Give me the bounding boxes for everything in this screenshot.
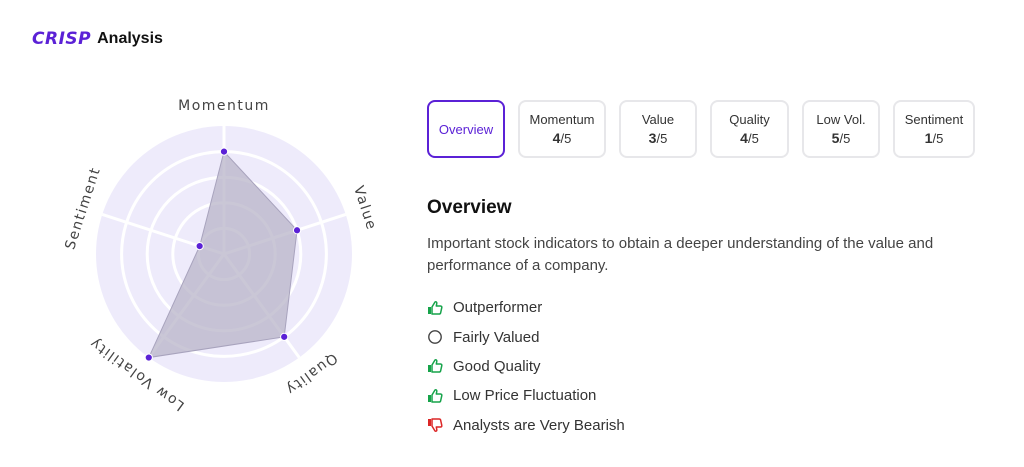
tab-score: 4/5 (740, 130, 759, 146)
tab-label: Overview (438, 121, 494, 137)
tab-score: 1/5 (924, 130, 944, 146)
tab-value[interactable]: Value 3/5 (619, 100, 697, 158)
header: CRISP Analysis (32, 29, 163, 49)
overview-panel: Overview Important stock indicators to o… (427, 197, 987, 440)
radar-axis-label: Momentum (178, 98, 270, 114)
radar-point (144, 353, 153, 362)
tab-label: Value (641, 112, 675, 127)
thumbs-up-icon (427, 300, 443, 316)
radar-area (147, 150, 298, 359)
thumbs-up-icon (427, 388, 443, 404)
list-item: Low Price Fluctuation (427, 381, 987, 410)
crisp-logo: CRISP (32, 29, 92, 49)
score-tabs: Overview Momentum 4/5 Value 3/5 Quality … (427, 100, 975, 158)
tab-label: Momentum (529, 112, 595, 127)
tab-momentum[interactable]: Momentum 4/5 (518, 100, 606, 158)
circle-icon (427, 329, 443, 345)
tab-label: Quality (729, 112, 770, 127)
overview-description: Important stock indicators to obtain a d… (427, 235, 934, 274)
tab-overview[interactable]: Overview (427, 100, 505, 158)
page-title: Analysis (97, 30, 163, 47)
list-item: Outperformer (427, 293, 987, 322)
radar-axis-label: Value (350, 184, 379, 233)
tab-score: 3/5 (648, 130, 668, 146)
radar-point (195, 241, 204, 251)
radar-point (219, 147, 229, 156)
tab-label: Low Vol. (816, 112, 866, 127)
tab-score: 4/5 (552, 130, 572, 146)
tab-score: 5/5 (831, 130, 851, 146)
tab-quality[interactable]: Quality 4/5 (710, 100, 789, 158)
radar-point (292, 226, 302, 235)
list-item: Fairly Valued (427, 322, 987, 351)
indicator-list: Outperformer Fairly Valued Good Quality … (427, 293, 987, 440)
list-item: Analysts are Very Bearish (427, 411, 987, 440)
thumbs-up-icon (427, 358, 443, 374)
tab-low-vol[interactable]: Low Vol. 5/5 (802, 100, 880, 158)
list-item: Good Quality (427, 352, 987, 381)
tab-label: Sentiment (904, 112, 964, 127)
radar-chart: Momentum Value Quality Low Volatility Sentim… (56, 86, 396, 426)
tab-sentiment[interactable]: Sentiment 1/5 (893, 100, 975, 158)
radar-point (280, 332, 289, 341)
overview-title: Overview (427, 197, 512, 218)
thumbs-down-icon (427, 417, 443, 433)
